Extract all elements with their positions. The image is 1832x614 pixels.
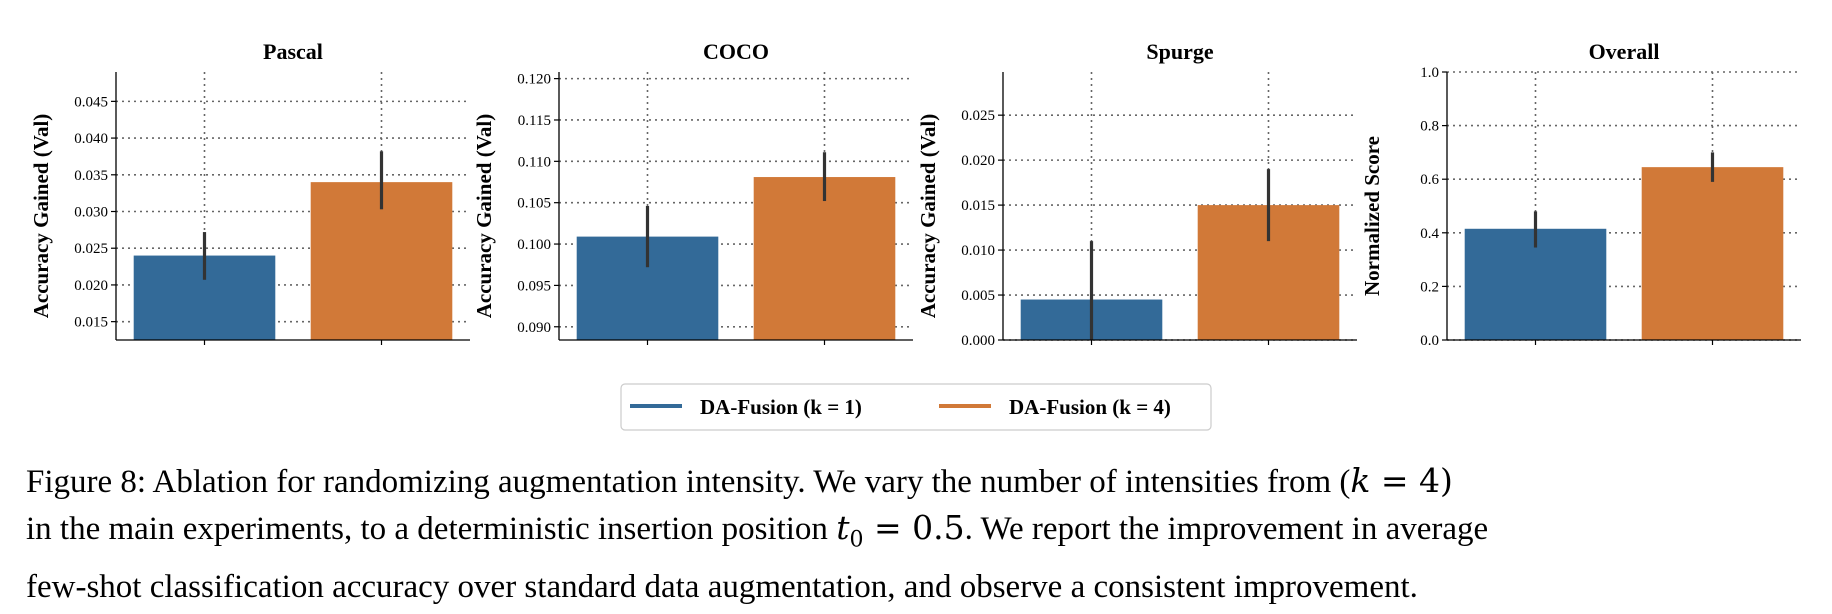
y-tick-label: 0.095 bbox=[517, 278, 551, 294]
caption-line1: Ablation for randomizing augmentation in… bbox=[152, 464, 1351, 500]
panel-overall: 0.0 0.2 0.4 0.6 0.8 1.0 Overall Normalized Scor… bbox=[1360, 39, 1801, 349]
caption-math-k: k bbox=[1350, 461, 1371, 500]
bar-k4 bbox=[1641, 167, 1784, 340]
y-tick-label: 0.2 bbox=[1420, 279, 1439, 295]
y-tick-label: 0.105 bbox=[517, 196, 551, 212]
legend-label-k4: DA-Fusion (k = 4) bbox=[1009, 395, 1171, 419]
panel-title: COCO bbox=[703, 39, 769, 64]
panel-title: Spurge bbox=[1146, 39, 1213, 64]
caption-math-t: t bbox=[836, 508, 850, 547]
panel-coco: 0.090 0.095 0.100 0.105 0.110 0.115 0.120 COCO A… bbox=[472, 39, 913, 345]
caption-label: Figure 8: bbox=[26, 464, 147, 500]
y-tick-label: 0.120 bbox=[517, 72, 551, 88]
y-tick-label: 0.100 bbox=[517, 237, 551, 253]
y-tick-label: 0.045 bbox=[74, 94, 108, 110]
y-tick-label: 0.115 bbox=[518, 113, 551, 129]
panel-pascal: 0.015 0.020 0.025 0.030 0.035 0.040 0.045 Pasca… bbox=[29, 39, 470, 345]
y-tick-label: 0.000 bbox=[961, 333, 995, 349]
caption-line2: in the main experiments, to a determinis… bbox=[26, 511, 837, 547]
chart-area: 0.015 0.020 0.025 0.030 0.035 0.040 0.045 Pasca… bbox=[29, 39, 1801, 431]
caption-math-t-sub: 0 bbox=[849, 527, 864, 553]
y-axis-label: Accuracy Gained (Val) bbox=[472, 114, 496, 319]
panel-spurge: 0.000 0.005 0.010 0.015 0.020 0.025 Spurge Accu… bbox=[916, 39, 1357, 349]
y-tick-label: 0.040 bbox=[74, 131, 108, 147]
caption-math-k-rest: = 4) bbox=[1370, 461, 1453, 500]
caption-line2-after: . We report the improvement in average bbox=[964, 511, 1489, 547]
legend-label-k1: DA-Fusion (k = 1) bbox=[700, 395, 862, 419]
y-tick-label: 0.4 bbox=[1420, 226, 1439, 242]
y-tick-label: 0.030 bbox=[74, 205, 108, 221]
legend: DA-Fusion (k = 1) DA-Fusion (k = 4) bbox=[620, 383, 1212, 431]
y-tick-label: 0.015 bbox=[74, 315, 108, 331]
y-tick-label: 0.020 bbox=[74, 278, 108, 294]
y-tick-label: 0.090 bbox=[517, 320, 551, 336]
y-tick-label: 0.005 bbox=[961, 288, 995, 304]
bar-k4 bbox=[753, 177, 896, 340]
y-tick-label: 0.010 bbox=[961, 243, 995, 259]
panel-title: Overall bbox=[1589, 39, 1660, 64]
y-axis-label: Accuracy Gained (Val) bbox=[29, 114, 53, 319]
y-tick-label: 0.0 bbox=[1420, 333, 1439, 349]
y-tick-label: 1.0 bbox=[1420, 65, 1439, 81]
y-axis-label: Accuracy Gained (Val) bbox=[916, 114, 940, 319]
y-tick-label: 0.110 bbox=[518, 154, 551, 170]
y-tick-label: 0.025 bbox=[74, 241, 108, 257]
y-tick-label: 0.8 bbox=[1420, 119, 1439, 135]
caption-line3: few-shot classification accuracy over st… bbox=[26, 568, 1418, 605]
panel-title: Pascal bbox=[263, 39, 323, 64]
y-tick-label: 0.020 bbox=[961, 153, 995, 169]
figure-caption: Figure 8: Ablation for randomizing augme… bbox=[26, 458, 1816, 610]
legend-box bbox=[620, 383, 1212, 431]
y-tick-label: 0.015 bbox=[961, 198, 995, 214]
y-axis-label: Normalized Score bbox=[1360, 136, 1384, 296]
caption-math-t-rest: = 0.5 bbox=[863, 508, 965, 547]
y-tick-label: 0.025 bbox=[961, 108, 995, 124]
y-tick-label: 0.035 bbox=[74, 168, 108, 184]
figure: 0.015 0.020 0.025 0.030 0.035 0.040 0.045 Pasca… bbox=[29, 39, 1801, 431]
y-tick-label: 0.6 bbox=[1420, 172, 1439, 188]
